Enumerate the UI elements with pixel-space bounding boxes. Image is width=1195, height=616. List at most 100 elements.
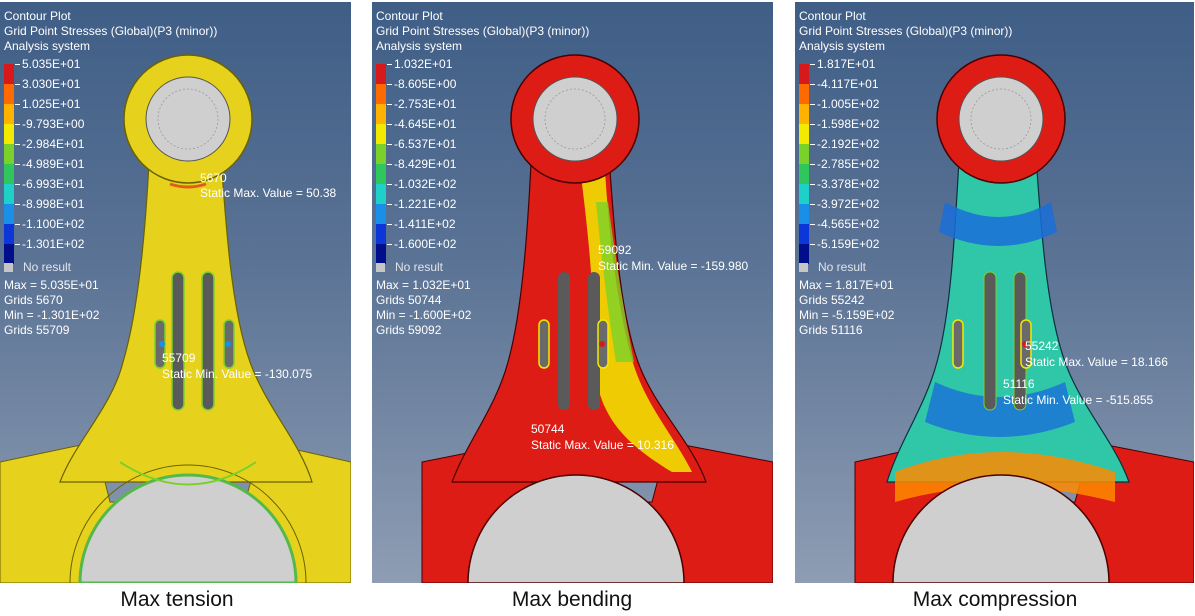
legend-swatch <box>799 144 809 164</box>
legend-swatch <box>376 164 386 184</box>
min-value-label: Static Min. Value = -515.855 <box>1003 393 1154 407</box>
legend-value: 5.035E+01 <box>22 57 81 71</box>
no-result-swatch <box>376 263 385 272</box>
no-result-label: No result <box>395 260 444 274</box>
rod-model-tension <box>0 54 351 583</box>
plot-system: Analysis system <box>4 39 91 53</box>
legend-swatch <box>376 64 386 84</box>
legend-value: -9.793E+00 <box>22 117 85 131</box>
legend-value: -1.598E+02 <box>817 117 880 131</box>
legend-swatch <box>4 104 14 124</box>
result-stats: Max = 1.817E+01 Grids 55242 Min = -5.159… <box>799 278 894 338</box>
plot-system: Analysis system <box>376 39 463 53</box>
legend-swatch <box>4 224 14 244</box>
legend-swatch <box>799 104 809 124</box>
plot-header: Contour Plot Grid Point Stresses (Global… <box>4 9 217 54</box>
legend-swatch <box>4 204 14 224</box>
stat-grids-max: Grids 5670 <box>4 293 63 307</box>
max-value-label: Static Max. Value = 10.316 <box>531 438 674 452</box>
stat-max: Max = 1.032E+01 <box>376 278 471 292</box>
stat-grids-min: Grids 59092 <box>376 323 442 337</box>
legend-value: -8.998E+01 <box>22 197 85 211</box>
stat-grids-max: Grids 50744 <box>376 293 442 307</box>
plot-title: Contour Plot <box>799 9 866 23</box>
legend-swatch <box>376 104 386 124</box>
plot-result-type: Grid Point Stresses (Global)(P3 (minor)) <box>376 24 590 38</box>
legend-value: -1.301E+02 <box>22 237 85 251</box>
legend-swatch <box>4 84 14 104</box>
legend-swatch <box>799 124 809 144</box>
stat-min: Min = -1.301E+02 <box>4 308 100 322</box>
rod-model-compression <box>854 54 1194 583</box>
legend-swatch <box>799 84 809 104</box>
legend-value: -5.159E+02 <box>817 237 880 251</box>
legend-swatch <box>4 184 14 204</box>
legend-value: -1.005E+02 <box>817 97 880 111</box>
panel-max-bending: Contour Plot Grid Point Stresses (Global… <box>372 2 773 583</box>
caption-max-tension: Max tension <box>120 588 234 611</box>
stat-min: Min = -1.600E+02 <box>376 308 472 322</box>
no-result-swatch <box>4 263 13 272</box>
legend-value: -1.411E+02 <box>394 217 456 231</box>
legend-swatch <box>799 204 809 224</box>
plot-header: Contour Plot Grid Point Stresses (Global… <box>376 9 589 54</box>
plot-result-type: Grid Point Stresses (Global)(P3 (minor)) <box>799 24 1013 38</box>
legend-value: -4.117E+01 <box>817 77 879 91</box>
legend-swatch <box>376 204 386 224</box>
caption-max-bending: Max bending <box>511 588 633 611</box>
no-result-swatch <box>799 263 808 272</box>
legend-value: -8.605E+00 <box>394 77 457 91</box>
legend-value: -2.753E+01 <box>394 97 457 111</box>
legend-value: -4.645E+01 <box>394 117 457 131</box>
legend-swatch <box>799 64 809 84</box>
panel-max-tension: Contour Plot Grid Point Stresses (Global… <box>0 2 351 583</box>
stat-max: Max = 5.035E+01 <box>4 278 99 292</box>
max-value-label: Static Max. Value = 50.38 <box>200 186 337 200</box>
legend-value: -8.429E+01 <box>394 157 457 171</box>
legend-value: -2.785E+02 <box>817 157 880 171</box>
legend-swatch <box>4 164 14 184</box>
legend-value: 3.030E+01 <box>22 77 81 91</box>
legend-swatch <box>799 244 809 264</box>
stat-max: Max = 1.817E+01 <box>799 278 894 292</box>
caption-max-compression: Max compression <box>912 588 1078 611</box>
no-result-label: No result <box>818 260 867 274</box>
plot-title: Contour Plot <box>4 9 71 23</box>
legend-swatch <box>799 164 809 184</box>
legend-swatch <box>376 84 386 104</box>
legend-value: 1.025E+01 <box>22 97 81 111</box>
legend-value: 1.032E+01 <box>394 57 453 71</box>
legend-swatch <box>4 64 14 84</box>
no-result-label: No result <box>23 260 72 274</box>
legend-value: -6.537E+01 <box>394 137 457 151</box>
result-stats: Max = 1.032E+01 Grids 50744 Min = -1.600… <box>376 278 471 338</box>
legend-swatch <box>4 124 14 144</box>
no-result-legend: No result <box>799 260 866 274</box>
plot-result-type: Grid Point Stresses (Global)(P3 (minor)) <box>4 24 218 38</box>
min-value-label: Static Min. Value = -130.075 <box>162 367 313 381</box>
stat-min: Min = -5.159E+02 <box>799 308 895 322</box>
panel-max-compression: Contour Plot Grid Point Stresses (Global… <box>795 2 1194 583</box>
legend-value: -6.993E+01 <box>22 177 85 191</box>
max-value-label: Static Max. Value = 18.166 <box>1025 355 1168 369</box>
legend-value: -3.972E+02 <box>817 197 880 211</box>
legend-value: 1.817E+01 <box>817 57 876 71</box>
legend-swatch <box>4 244 14 264</box>
min-node-id: 59092 <box>598 243 632 257</box>
legend-value: -4.989E+01 <box>22 157 85 171</box>
legend-swatch <box>799 184 809 204</box>
result-stats: Max = 5.035E+01 Grids 5670 Min = -1.301E… <box>4 278 99 338</box>
plot-title: Contour Plot <box>376 9 443 23</box>
min-value-label: Static Min. Value = -159.980 <box>598 259 749 273</box>
legend-value: -1.600E+02 <box>394 237 457 251</box>
legend-value: -1.100E+02 <box>22 217 85 231</box>
legend-swatch <box>376 124 386 144</box>
no-result-legend: No result <box>4 260 71 274</box>
no-result-legend: No result <box>376 260 443 274</box>
legend-value: -4.565E+02 <box>817 217 880 231</box>
legend-swatch <box>376 224 386 244</box>
legend-value: -2.192E+02 <box>817 137 880 151</box>
max-node-id: 5670 <box>200 171 227 185</box>
legend-swatch <box>376 244 386 264</box>
legend-swatch <box>799 224 809 244</box>
